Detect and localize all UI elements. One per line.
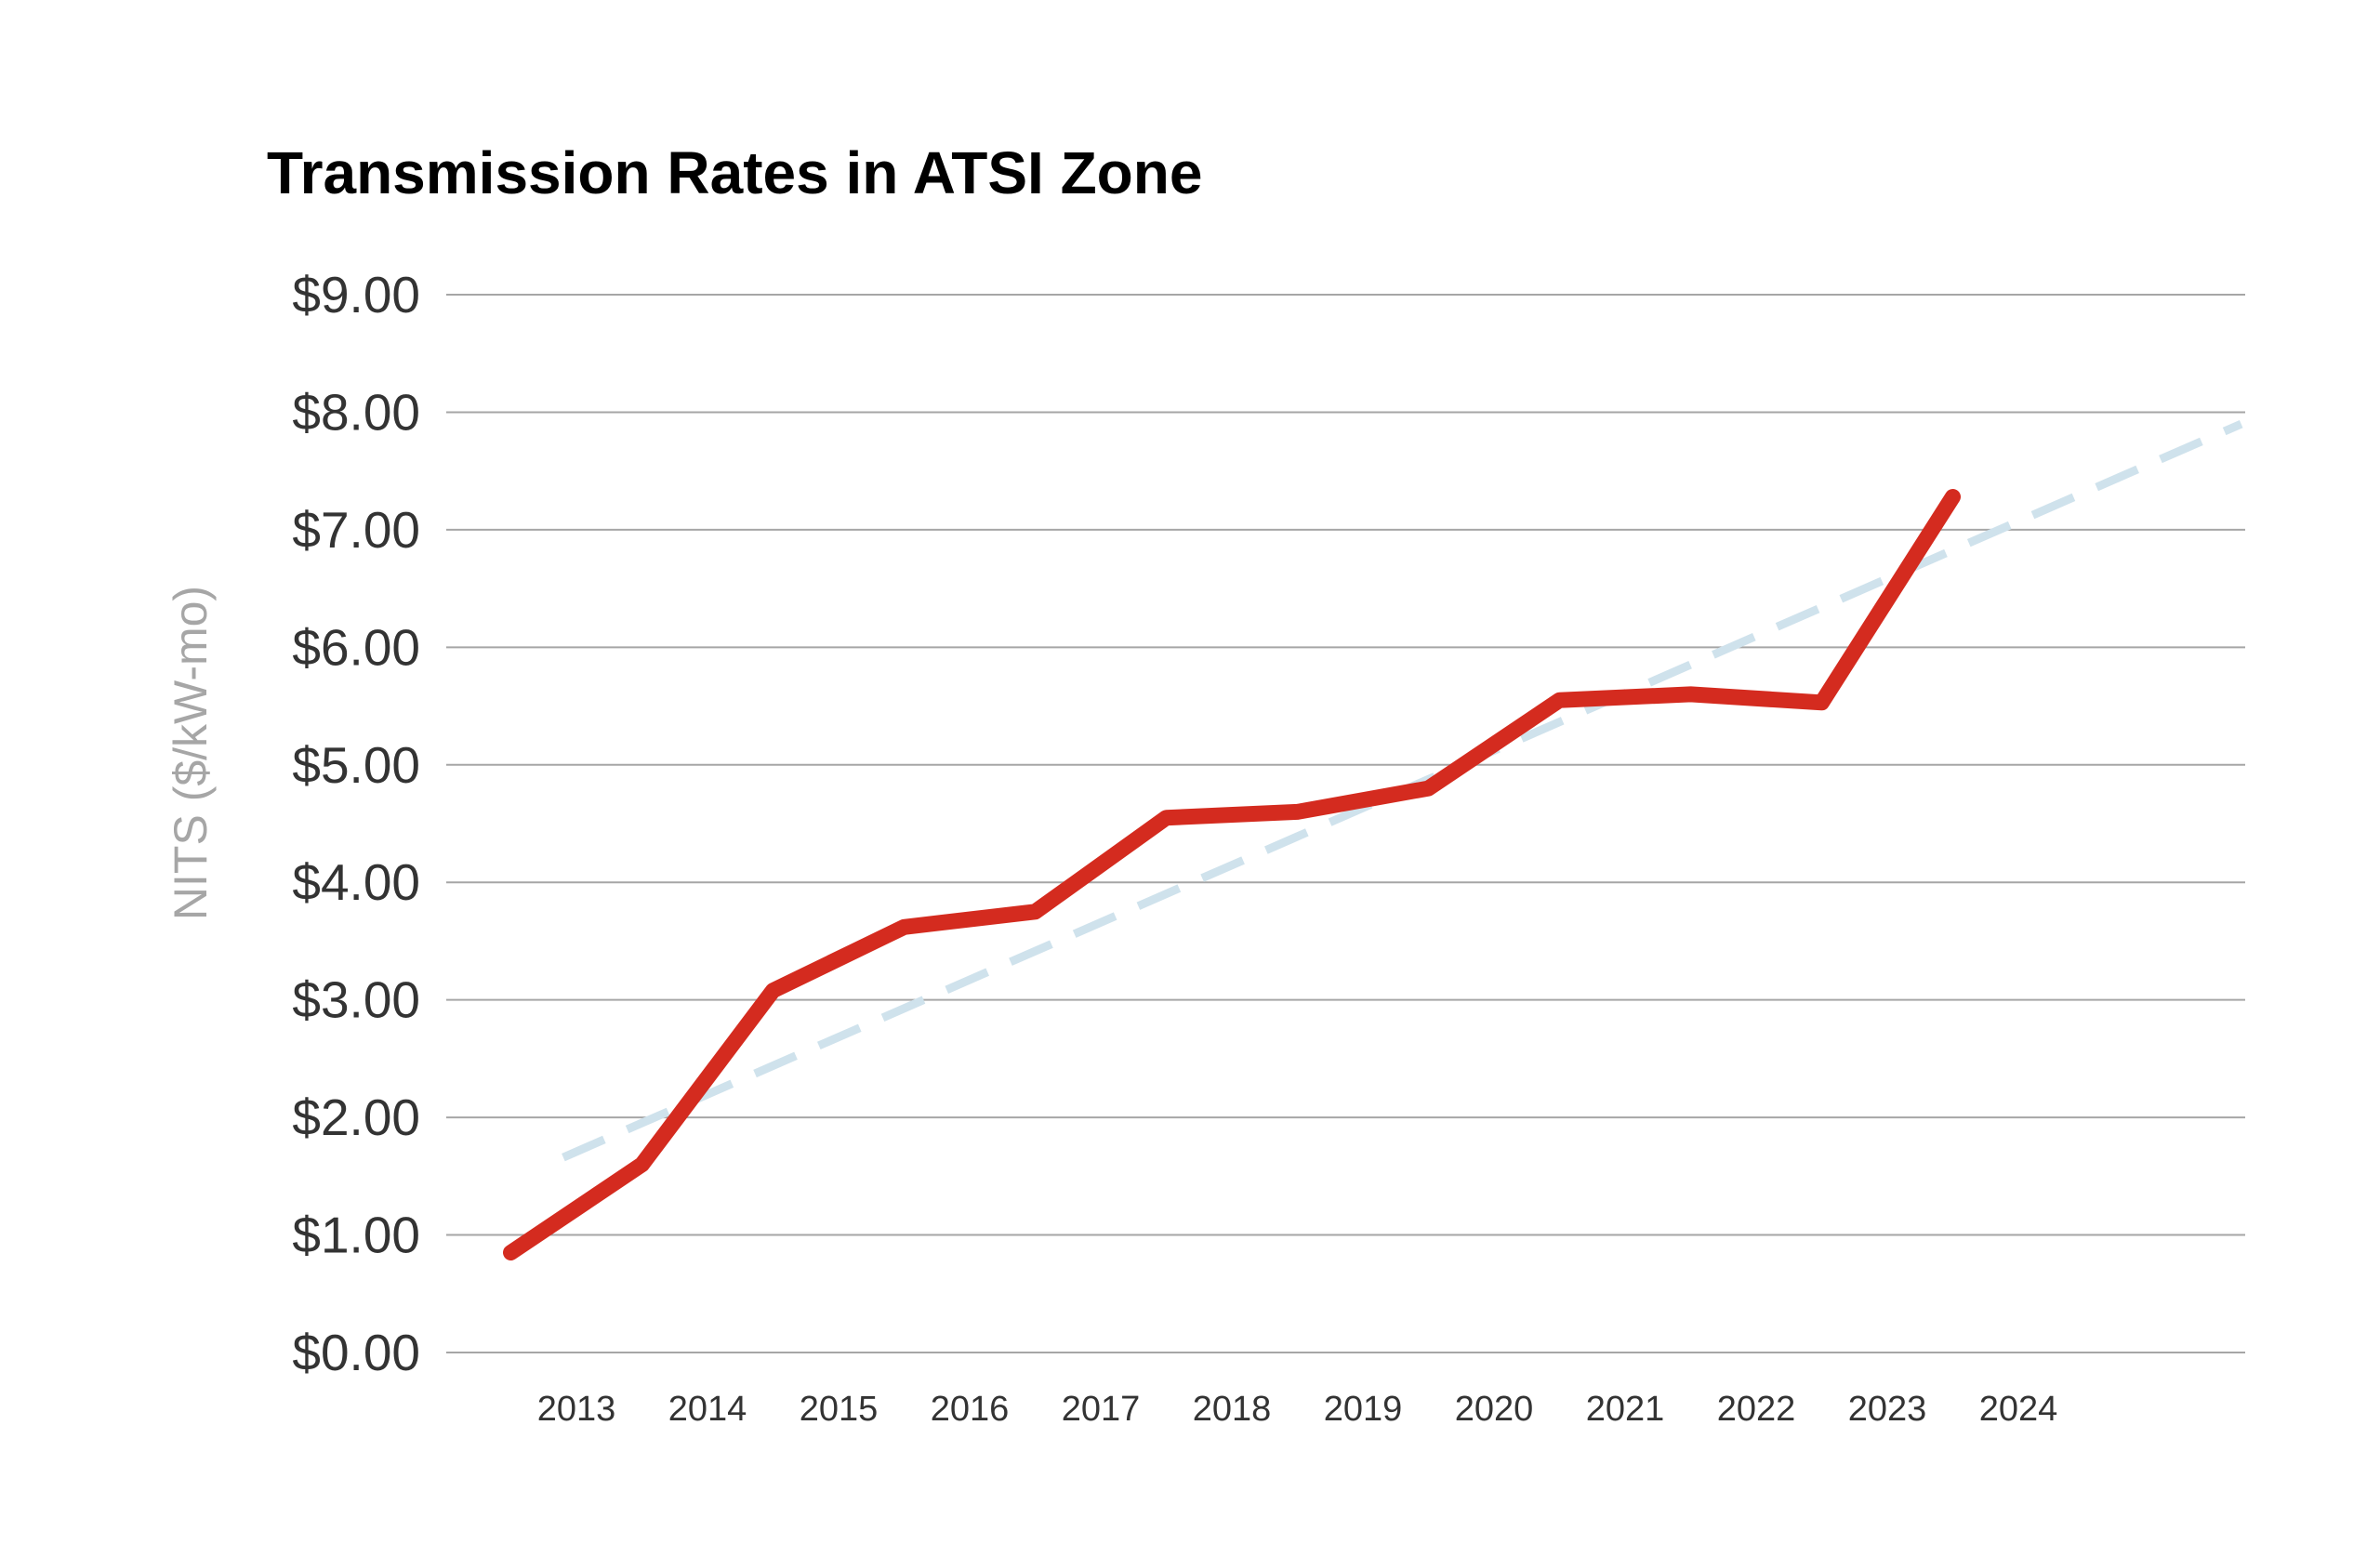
x-tick-label: 2013 [537, 1390, 616, 1429]
x-tick-label: 2024 [1979, 1390, 2058, 1429]
x-tick-label: 2019 [1324, 1390, 1403, 1429]
x-tick-label: 2021 [1586, 1390, 1665, 1429]
y-axis-label: NITS ($/kW-mo) [165, 586, 217, 920]
x-tick-label: 2015 [800, 1390, 879, 1429]
series [503, 419, 2243, 1260]
y-tick-label: $8.00 [292, 383, 420, 441]
chart-title: Transmission Rates in ATSI Zone [267, 139, 1202, 206]
x-tick-label: 2023 [1848, 1390, 1927, 1429]
y-tick-label: $9.00 [292, 266, 420, 323]
x-axis-ticks: 2013 2014 2015 2016 2017 2018 2019 2020 2021 2022… [537, 1390, 2058, 1429]
y-tick-label: $5.00 [292, 736, 420, 794]
y-tick-label: $1.00 [292, 1207, 420, 1264]
y-tick-label: $6.00 [292, 618, 420, 676]
x-tick-label: 2017 [1062, 1390, 1141, 1429]
x-tick-label: 2014 [668, 1390, 747, 1429]
x-tick-label: 2022 [1717, 1390, 1796, 1429]
series-line [503, 489, 1961, 1260]
y-axis-ticks: $0.00 $1.00 $2.00 $3.00 $4.00 $5.00 $6.00 $7.00… [292, 266, 420, 1381]
x-tick-label: 2018 [1193, 1390, 1272, 1429]
x-tick-label: 2016 [931, 1390, 1010, 1429]
y-tick-label: $7.00 [292, 501, 420, 559]
y-tick-label: $0.00 [292, 1324, 420, 1381]
gridlines [446, 294, 2245, 1353]
x-tick-label: 2020 [1455, 1390, 1534, 1429]
y-tick-label: $4.00 [292, 853, 420, 911]
y-tick-label: $3.00 [292, 971, 420, 1029]
y-tick-label: $2.00 [292, 1089, 420, 1146]
